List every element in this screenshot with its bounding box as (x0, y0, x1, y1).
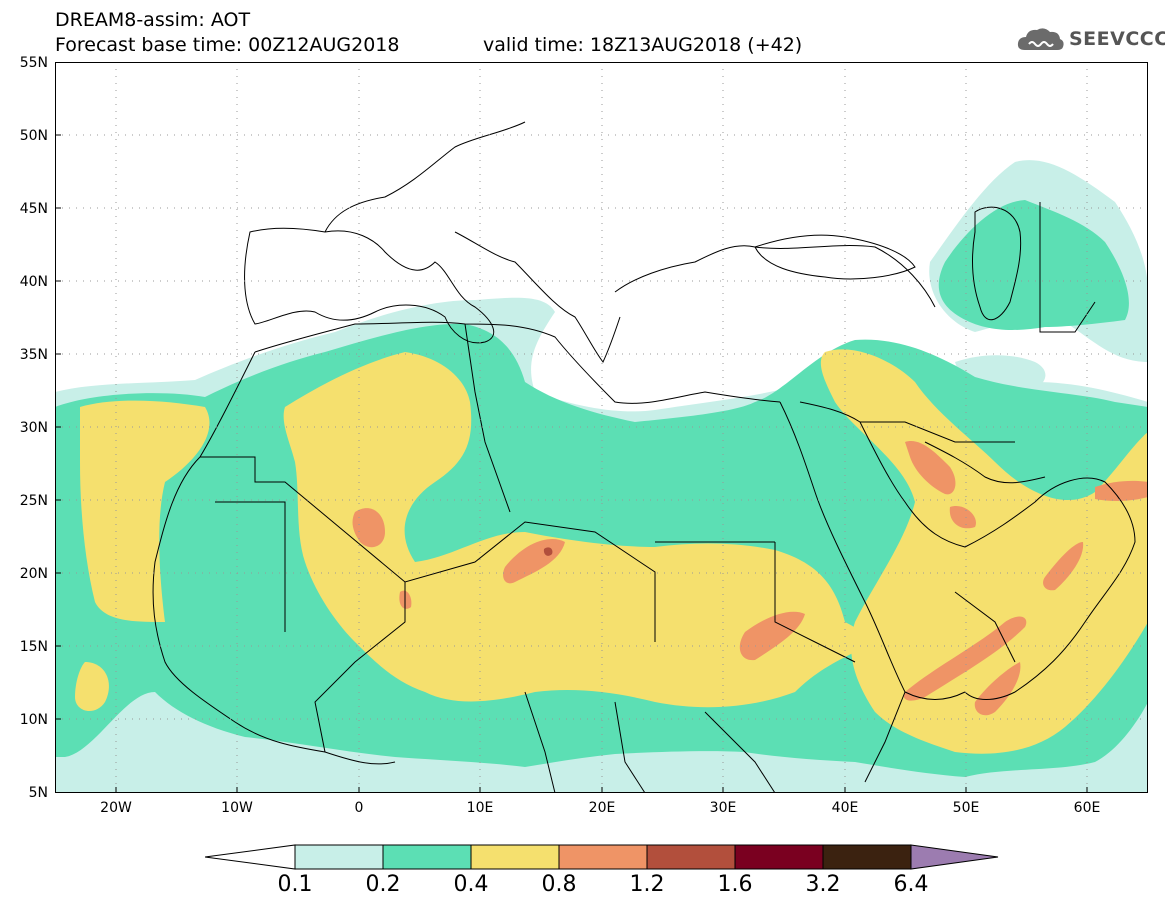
valid-time: valid time: 18Z13AUG2018 (+42) (483, 34, 803, 56)
colorbar-label: 0.4 (453, 872, 489, 897)
colorbar-label: 1.2 (629, 872, 665, 897)
coastlines (152, 121, 1136, 793)
lat-label: 10N (19, 712, 48, 728)
colorbar-bin (470, 844, 560, 870)
colorbar-bin (294, 844, 384, 870)
colorbar-above-arrow (910, 844, 999, 870)
colorbar-bin (558, 844, 648, 870)
lon-label: 50E (952, 800, 980, 816)
lat-label: 25N (19, 493, 48, 509)
aot-field-1.2 (543, 547, 553, 556)
lat-label: 45N (19, 201, 48, 217)
lon-label: 20E (588, 800, 616, 816)
colorbar-label: 6.4 (893, 872, 929, 897)
cloud-icon (1017, 28, 1064, 50)
colorbar-bin (382, 844, 472, 870)
lat-label: 20N (19, 566, 48, 582)
colorbar-label: 3.2 (805, 872, 841, 897)
logo-text: SEEVCCC (1069, 28, 1165, 50)
lon-label: 0 (354, 800, 364, 816)
lat-label: 30N (19, 420, 48, 436)
colorbar (205, 844, 999, 870)
colorbar-bin (822, 844, 912, 870)
lon-label: 10E (466, 800, 494, 816)
lat-label: 15N (19, 639, 48, 655)
map-title: DREAM8-assim: AOT (55, 9, 251, 31)
aot-field-0.4 (75, 349, 1148, 754)
forecast-base-time: Forecast base time: 00Z12AUG2018 (55, 34, 400, 56)
colorbar-bin (734, 844, 824, 870)
lat-label: 50N (19, 128, 48, 144)
colorbar-below-arrow (205, 844, 296, 870)
lon-label: 20W (100, 800, 132, 816)
lon-label: 10W (221, 800, 253, 816)
lat-label: 55N (19, 55, 48, 71)
aot-field-0.8 (352, 441, 1148, 716)
lon-label: 60E (1073, 800, 1101, 816)
lon-label: 40E (831, 800, 859, 816)
graticule (55, 62, 1148, 793)
aot-map (55, 62, 1148, 793)
colorbar-label: 1.6 (717, 872, 753, 897)
lat-label: 40N (19, 274, 48, 290)
axis-ticks (55, 62, 1088, 793)
colorbar-label: 0.8 (541, 872, 577, 897)
lat-label: 35N (19, 347, 48, 363)
lat-label: 5N (28, 785, 48, 801)
colorbar-bin (646, 844, 736, 870)
colorbar-label: 0.2 (365, 872, 401, 897)
seevccc-logo: SEEVCCC (1017, 26, 1165, 52)
lon-label: 30E (709, 800, 737, 816)
colorbar-label: 0.1 (277, 872, 313, 897)
